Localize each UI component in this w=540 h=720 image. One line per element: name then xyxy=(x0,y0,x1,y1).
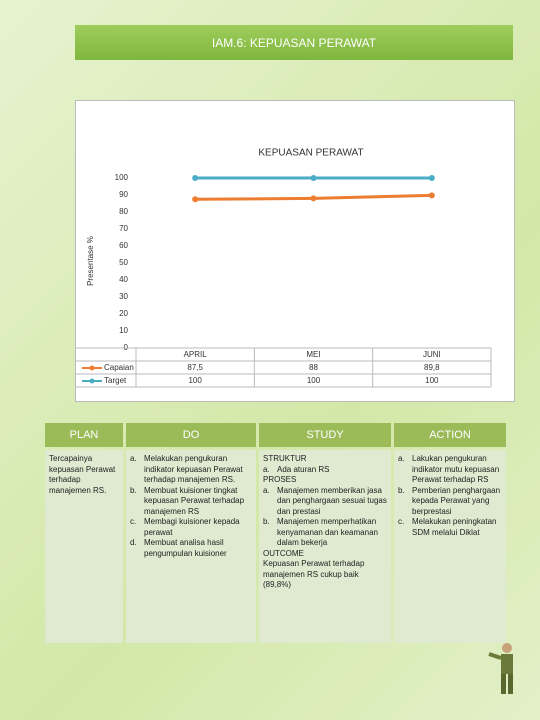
column-body: STRUKTUR a. Ada aturan RS PROSES a. Manajemen… xyxy=(259,450,391,643)
item-text: Lakukan pengukuran indikator mutu kepuas… xyxy=(412,454,500,484)
y-tick-label: 90 xyxy=(119,190,128,199)
y-axis-title: Presentase % xyxy=(86,236,95,286)
point xyxy=(192,175,199,181)
y-tick-label: 30 xyxy=(119,292,128,301)
item: PROSES xyxy=(263,475,387,486)
item-marker: b. xyxy=(130,485,137,495)
item: b. Manajemen memperhatikan kenyamanan dan… xyxy=(263,517,387,549)
column-header: DO xyxy=(126,423,256,447)
item-marker: b. xyxy=(398,485,405,495)
category-label: APRIL xyxy=(184,350,208,359)
item-text: Kepuasan Perawat terhadap manajemen RS c… xyxy=(263,559,365,589)
category-label: JUNI xyxy=(423,350,441,359)
item-text: Ada aturan RS xyxy=(277,464,330,474)
column-body: a. Melakukan pengukuran indikator kepuasa… xyxy=(126,450,256,643)
item-text: Manajemen memperhatikan kenyamanan dan k… xyxy=(277,517,378,547)
column-body: Tercapainya kepuasan Perawat terhadap ma… xyxy=(45,450,123,643)
item: a. Manajemen memberikan jasa dan pengharg… xyxy=(263,486,387,518)
point xyxy=(428,175,435,181)
item: a. Ada aturan RS xyxy=(263,465,387,476)
item-marker: b. xyxy=(263,517,270,526)
item-text: STRUKTUR xyxy=(263,454,307,463)
value-label: 87,5 xyxy=(187,363,203,372)
item-marker: d. xyxy=(130,538,137,547)
chart: KEPUASAN PERAWAT Presentase % 0102030405… xyxy=(75,100,515,402)
value-label: 100 xyxy=(425,376,439,385)
item: a. Lakukan pengukuran indikator mutu kepu… xyxy=(398,454,502,486)
pdsa-column: DO a. Melakukan pengukuran indikator kepua… xyxy=(126,423,256,643)
item-text: Melakukan pengukuran indikator kepuasan … xyxy=(144,454,243,484)
item: Tercapainya kepuasan Perawat terhadap ma… xyxy=(49,454,119,496)
item-text: OUTCOME xyxy=(263,548,304,558)
slide-title: IAM.6: KEPUASAN PERAWAT xyxy=(75,25,513,60)
pdsa-column: ACTION a. Lakukan pengukuran indikator mut… xyxy=(394,423,506,643)
item-marker: a. xyxy=(398,454,405,463)
item: a. Melakukan pengukuran indikator kepuasa… xyxy=(130,454,252,486)
chart-title: KEPUASAN PERAWAT xyxy=(258,148,363,159)
value-label: 89,8 xyxy=(424,363,440,372)
y-tick-label: 100 xyxy=(115,173,129,182)
y-tick-label: 20 xyxy=(119,309,128,318)
item-marker: a. xyxy=(263,464,270,474)
point xyxy=(192,196,199,203)
y-tick-label: 40 xyxy=(119,275,128,284)
item: b. Membuat kuisioner tingkat kepuasan Per… xyxy=(130,486,252,518)
item-marker: a. xyxy=(263,485,270,495)
column-header: STUDY xyxy=(259,423,391,447)
value-label: 100 xyxy=(188,376,202,385)
item: c. Melakukan peningkatan SDM melalui Dikl… xyxy=(398,517,502,538)
legend-label: Capaian xyxy=(104,363,134,372)
legend-marker xyxy=(89,365,95,371)
item-text: Membuat kuisioner tingkat kepuasan Peraw… xyxy=(144,485,245,516)
item: OUTCOME xyxy=(263,549,387,560)
item-marker: a. xyxy=(130,454,137,463)
item-marker: c. xyxy=(130,517,137,526)
point xyxy=(310,195,317,202)
pdsa-table: PLAN Tercapainya kepuasan Perawat terhada… xyxy=(45,423,507,643)
category-label: MEI xyxy=(306,350,320,359)
item-marker: c. xyxy=(398,517,405,526)
item: STRUKTUR xyxy=(263,454,387,465)
item: d. Membuat analisa hasil pengumpulan kuis… xyxy=(130,538,252,559)
y-tick-label: 80 xyxy=(119,207,128,216)
point xyxy=(428,192,435,199)
item-text: Pemberian penghargaan kepada Perawat yan… xyxy=(412,485,501,516)
legend-label: Target xyxy=(104,376,127,385)
column-header: ACTION xyxy=(394,423,506,447)
item-text: PROSES xyxy=(263,475,297,484)
value-label: 100 xyxy=(307,376,321,385)
figure-icon xyxy=(488,643,513,694)
column-header: PLAN xyxy=(45,423,123,447)
pdsa-column: PLAN Tercapainya kepuasan Perawat terhada… xyxy=(45,423,123,643)
value-label: 88 xyxy=(309,363,318,372)
item-text: Manajemen memberikan jasa dan penghargaa… xyxy=(277,485,387,516)
item: c. Membagi kuisioner kepada perawat xyxy=(130,517,252,538)
y-tick-label: 10 xyxy=(119,326,128,335)
item: Kepuasan Perawat terhadap manajemen RS c… xyxy=(263,559,387,591)
item-text: Tercapainya kepuasan Perawat terhadap ma… xyxy=(49,454,116,495)
legend-marker xyxy=(89,378,95,384)
point xyxy=(310,175,317,181)
item-text: Membagi kuisioner kepada perawat xyxy=(144,517,240,537)
item-text: Membuat analisa hasil pengumpulan kuisio… xyxy=(144,538,227,558)
y-tick-label: 70 xyxy=(119,224,128,233)
item-text: Melakukan peningkatan SDM melalui Diklat xyxy=(412,517,497,537)
column-body: a. Lakukan pengukuran indikator mutu kepu… xyxy=(394,450,506,643)
pdsa-column: STUDY STRUKTUR a. Ada aturan RS PROSES a. Mana… xyxy=(259,423,391,643)
item: b. Pemberian penghargaan kepada Perawat y… xyxy=(398,486,502,518)
y-tick-label: 60 xyxy=(119,241,128,250)
y-tick-label: 50 xyxy=(119,258,128,267)
